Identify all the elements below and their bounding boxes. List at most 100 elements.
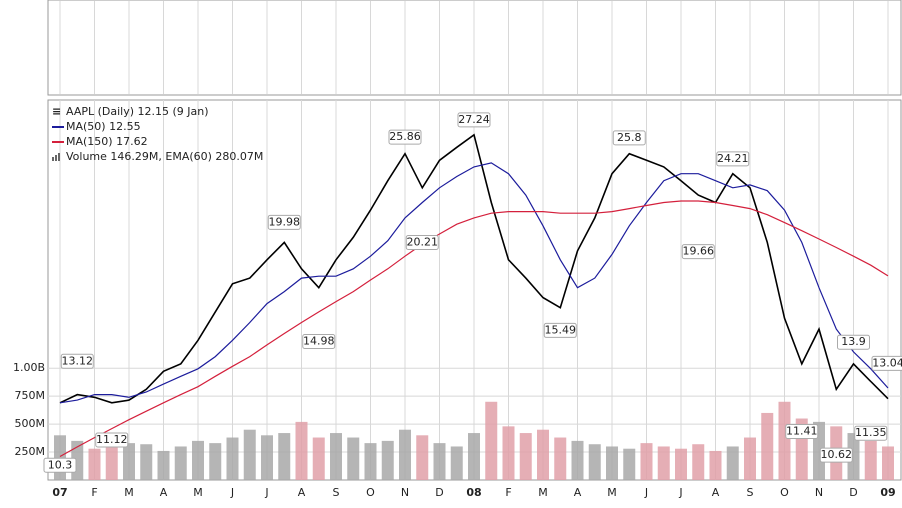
volume-bar <box>778 401 791 480</box>
volume-bar <box>709 450 722 480</box>
annotation-box <box>388 129 422 145</box>
annotation-label: 19.66 <box>683 245 715 258</box>
volume-bar <box>502 426 515 480</box>
legend-label: AAPL (Daily) 12.15 (9 Jan) <box>66 105 209 118</box>
x-tick-label: 08 <box>466 486 481 499</box>
volume-bar <box>157 450 170 480</box>
legend-label: Volume 146.29M, EMA(60) 280.07M <box>66 150 263 163</box>
annotation-label: 14.98 <box>303 334 335 347</box>
volume-bar <box>416 435 429 480</box>
annotation-box <box>543 322 577 338</box>
annotation-box <box>837 334 870 350</box>
volume-bar <box>537 429 549 480</box>
volume-bar <box>330 433 342 480</box>
volume-bar <box>381 440 394 480</box>
volume-bar <box>278 433 291 480</box>
annotation-box <box>854 425 888 441</box>
legend-icon <box>58 153 60 161</box>
volume-bar <box>485 401 498 480</box>
volume-bar <box>174 446 187 480</box>
annotation-label: 24.21 <box>717 152 749 165</box>
annotation-box <box>60 353 94 369</box>
x-tick-label: N <box>401 486 409 499</box>
volume-bar <box>761 412 774 480</box>
legend-icon <box>52 157 54 161</box>
annotation-box <box>302 333 336 349</box>
annotation-label: 20.21 <box>407 236 439 249</box>
annotation-label: 13.9 <box>841 335 866 348</box>
annotation-label: 27.24 <box>458 113 490 126</box>
volume-bar <box>588 444 601 480</box>
x-tick-label: S <box>747 486 754 499</box>
annotation-box <box>871 355 902 371</box>
volume-bar <box>554 437 567 480</box>
x-tick-label: A <box>160 486 168 499</box>
volume-bar <box>192 440 204 480</box>
volume-bar <box>606 446 618 480</box>
price-line <box>59 133 889 404</box>
y-tick-label: 250M <box>15 445 46 458</box>
x-tick-label: J <box>230 486 234 499</box>
annotation-box <box>95 432 129 448</box>
volume-bar <box>261 435 273 480</box>
x-tick-label: M <box>607 486 617 499</box>
annotation-box <box>405 235 439 251</box>
volume-bar <box>105 446 118 480</box>
volume-bar <box>882 446 894 480</box>
x-tick-label: M <box>193 486 203 499</box>
volume-bar <box>123 443 135 480</box>
volume-bar <box>364 443 377 480</box>
legend-icon <box>55 155 57 161</box>
x-tick-label: M <box>538 486 548 499</box>
x-tick-label: D <box>849 486 857 499</box>
annotation-label: 15.49 <box>545 323 577 336</box>
volume-bar <box>295 421 308 480</box>
annotation-label: 25.8 <box>617 131 642 144</box>
x-tick-label: F <box>91 486 97 499</box>
volume-bar <box>519 433 532 480</box>
volume-bar <box>692 444 705 480</box>
volume-bar <box>864 440 877 480</box>
annotation-box <box>267 214 301 230</box>
annotation-label: 11.35 <box>855 426 887 439</box>
annotation-label: 25.86 <box>389 130 421 143</box>
x-tick-label: S <box>333 486 340 499</box>
annotation-label: 10.62 <box>821 448 853 461</box>
x-tick-label: J <box>264 486 268 499</box>
x-tick-label: 07 <box>52 486 67 499</box>
annotation-label: 13.04 <box>872 356 902 369</box>
volume-bar <box>450 446 463 480</box>
volume-bar <box>433 443 446 480</box>
volume-bar <box>226 437 239 480</box>
volume-bar <box>744 437 756 480</box>
volume-bar <box>675 448 687 480</box>
y-tick-label: 1.00B <box>13 361 45 374</box>
volume-bar <box>640 443 653 480</box>
volume-bar <box>571 440 584 480</box>
x-tick-label: A <box>574 486 582 499</box>
x-tick-label: A <box>298 486 306 499</box>
x-tick-label: A <box>712 486 720 499</box>
annotation-box <box>681 244 715 260</box>
x-tick-label: O <box>780 486 789 499</box>
volume-bar <box>623 448 636 480</box>
volume-bar <box>468 433 480 480</box>
annotation-box <box>716 151 750 167</box>
y-tick-label: 750M <box>15 389 46 402</box>
volume-bar <box>726 446 739 480</box>
annotation-box <box>785 423 819 439</box>
volume-bar <box>312 437 325 480</box>
x-tick-label: F <box>505 486 511 499</box>
volume-bar <box>657 446 670 480</box>
volume-bar <box>399 429 411 480</box>
legend-label: MA(50) 12.55 <box>66 120 141 133</box>
x-tick-label: J <box>678 486 682 499</box>
annotation-box <box>612 130 646 146</box>
y-tick-label: 500M <box>15 417 46 430</box>
annotation-label: 13.12 <box>62 354 94 367</box>
annotation-label: 11.12 <box>96 433 128 446</box>
annotation-label: 11.41 <box>786 424 818 437</box>
annotation-label: 19.98 <box>269 215 301 228</box>
